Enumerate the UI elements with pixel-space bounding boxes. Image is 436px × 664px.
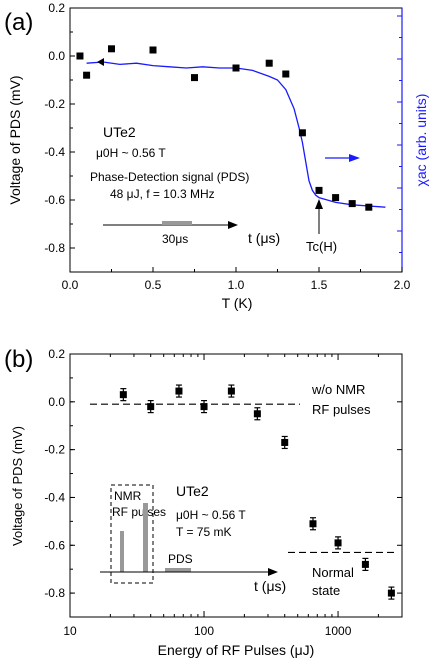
pds-label: PDS [168, 552, 193, 566]
data-point-b [147, 403, 155, 411]
panel-label-a: (a) [4, 9, 33, 36]
y-tick-label-a: 0.2 [48, 1, 65, 15]
normal-state-label-2: state [312, 583, 340, 598]
nmr-label-2: RF pulses [112, 505, 166, 519]
temperature-label-b: T = 75 mK [176, 525, 231, 539]
pds-points-b [119, 384, 395, 600]
panel-b: (b) -0.8 -0.6 -0.4 -0.2 0.0 0.2 10 100 1000 Vol… [4, 346, 403, 658]
pulse-block-a [162, 221, 192, 225]
normal-state-label-1: Normal [312, 565, 354, 580]
y-tick-label-b: -0.4 [44, 490, 65, 504]
right-axis-ticks-a [397, 15, 402, 253]
wo-nmr-label-1: w/o NMR [311, 382, 365, 397]
data-point-b [387, 589, 395, 597]
data-point-a [265, 59, 273, 67]
x-tick-label-a: 1.0 [228, 278, 245, 292]
plot-frame-a [69, 7, 403, 273]
time-axis-label-a: t (μs) [248, 230, 280, 246]
x-tick-label-a: 1.5 [311, 278, 328, 292]
x-tick-label-b: 100 [194, 624, 214, 638]
data-point-b [227, 387, 235, 395]
tc-arrow-icon [315, 199, 323, 209]
data-point-a [83, 71, 91, 79]
data-point-b [309, 520, 317, 528]
x-tick-label-a: 2.0 [394, 278, 411, 292]
sample-label-b: UTe2 [176, 483, 209, 499]
data-point-b [175, 387, 183, 395]
signal-label-a: Phase-Detection signal (PDS) [90, 170, 249, 184]
data-point-a [315, 186, 323, 194]
data-point-a [298, 129, 306, 137]
data-point-a [282, 70, 290, 78]
pds-points-a [76, 45, 373, 211]
time-arrow-icon-a [228, 221, 238, 229]
data-point-b [200, 403, 208, 411]
data-point-b [334, 539, 342, 547]
data-point-a [149, 46, 157, 54]
y-tick-label-b: -0.2 [44, 443, 65, 457]
time-arrow-icon-b [268, 568, 278, 576]
y-tick-label-a: 0.0 [48, 49, 65, 63]
x-tick-label-b: 10 [63, 624, 77, 638]
x-tick-label-a: 0.0 [62, 278, 79, 292]
y-tick-label-a: -0.8 [44, 241, 65, 255]
panel-label-b: (b) [4, 346, 33, 373]
y-tick-label-b: -0.6 [44, 538, 65, 552]
y-tick-label-a: -0.6 [44, 193, 65, 207]
y-axis-label-b: Voltage of PDS (mV) [10, 426, 25, 546]
panel-a: (a) -0.8 -0.6 -0.4 -0.2 0.0 0.2 0.0 0.5 1.0 1.5 2… [4, 1, 429, 311]
y-axis-label-a: Voltage of PDS (mV) [7, 75, 23, 204]
pds-pulse-block [165, 568, 191, 572]
nmr-pulse-2 [143, 503, 148, 572]
sample-label-a: UTe2 [103, 124, 136, 140]
data-point-b [281, 438, 289, 446]
nmr-label-1: NMR [114, 489, 142, 503]
data-point-a [232, 64, 240, 72]
x-tick-label-a: 0.5 [145, 278, 162, 292]
chi-ac-curve [86, 61, 386, 208]
wo-nmr-label-2: RF pulses [312, 402, 371, 417]
y-tick-label-b: -0.8 [44, 586, 65, 600]
x-axis-label-a: T (K) [222, 295, 253, 311]
params-label-a: 48 μJ, f = 10.3 MHz [110, 187, 215, 201]
tc-label: Tc(H) [306, 239, 337, 254]
field-label-b: μ0H ~ 0.56 T [176, 508, 246, 522]
data-point-a [108, 45, 115, 53]
y-tick-label-a: -0.2 [44, 97, 65, 111]
x-axis-ticks-b: 10 100 1000 [63, 354, 403, 638]
data-point-b [119, 391, 127, 399]
left-pointer-icon [97, 58, 104, 66]
data-point-a [348, 200, 356, 208]
right-arrow-icon [349, 154, 360, 162]
data-point-a [332, 194, 340, 202]
x-axis-label-b: Energy of RF Pulses (μJ) [158, 642, 315, 658]
y-tick-label-b: 0.0 [48, 395, 65, 409]
field-label-a: μ0H ~ 0.56 T [96, 146, 166, 160]
nmr-pulses-box [110, 484, 154, 584]
time-axis-label-b: t (μs) [254, 578, 286, 594]
y-tick-label-a: -0.4 [44, 145, 65, 159]
y-tick-label-b: 0.2 [48, 347, 65, 361]
data-point-a [365, 203, 373, 211]
data-point-a [191, 74, 198, 82]
right-axis-label-a: χac (arb. units) [413, 94, 429, 187]
y-axis-ticks-a: -0.8 -0.6 -0.4 -0.2 0.0 0.2 [44, 1, 75, 273]
x-tick-label-b: 1000 [325, 624, 352, 638]
plot-frame-b [69, 353, 403, 618]
nmr-pulse-1 [120, 531, 124, 572]
data-point-a [76, 52, 84, 60]
data-point-b [361, 560, 369, 568]
y-axis-ticks-b: -0.8 -0.6 -0.4 -0.2 0.0 0.2 [44, 347, 402, 618]
data-point-b [253, 410, 261, 418]
x-axis-ticks-a: 0.0 0.5 1.0 1.5 2.0 [62, 267, 411, 292]
pulse-width-label: 30μs [162, 232, 188, 246]
